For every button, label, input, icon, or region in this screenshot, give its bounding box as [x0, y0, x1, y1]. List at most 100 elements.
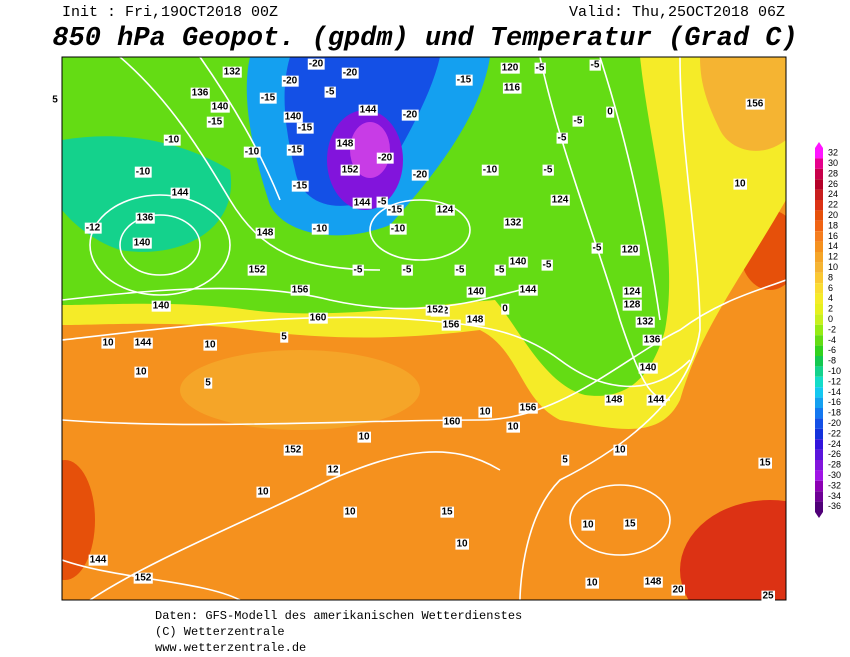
- contour-label-bg: [340, 164, 360, 176]
- contour-label: -15: [293, 181, 308, 192]
- contour-label-bg: [190, 87, 210, 99]
- contour-label: 144: [520, 285, 537, 296]
- contour-label: 152: [135, 573, 152, 584]
- contour-label: 144: [135, 338, 152, 349]
- contour-label-bg: [386, 204, 404, 216]
- colorbar-swatch: [815, 220, 823, 232]
- contour-label-bg: [425, 304, 445, 316]
- contour-label-bg: [134, 166, 152, 178]
- contour-label: 132: [505, 218, 522, 229]
- colorbar-swatch: [815, 168, 823, 180]
- colorbar-swatch: [815, 460, 823, 471]
- contour-label-bg: [440, 506, 454, 518]
- contour-label-bg: [518, 402, 538, 414]
- contour-label-bg: [604, 394, 624, 406]
- contour-label: -20: [378, 153, 393, 164]
- contour-label: 152: [285, 445, 302, 456]
- colorbar-swatch: [815, 335, 823, 346]
- contour-label: -5: [543, 260, 552, 271]
- colorbar-tip: [815, 512, 823, 518]
- contour-label-bg: [745, 98, 765, 110]
- contour-label-bg: [442, 416, 462, 428]
- contour-label-bg: [646, 394, 666, 406]
- contour-label: 140: [134, 238, 151, 249]
- contour-label-bg: [501, 303, 510, 315]
- contour-label: 5: [281, 332, 287, 343]
- contour-label: 10: [102, 338, 114, 349]
- colorbar-label: 18: [828, 220, 838, 230]
- colorbar-swatch: [815, 356, 823, 367]
- contour-label-bg: [281, 75, 299, 87]
- contour-label: 156: [443, 320, 460, 331]
- colorbar-label: -34: [828, 491, 841, 501]
- contour-label: -15: [388, 205, 403, 216]
- contour-label-bg: [389, 223, 407, 235]
- colorbar-swatch: [815, 252, 823, 263]
- contour-label: 148: [337, 139, 354, 150]
- colorbar-swatch: [815, 408, 823, 419]
- contour-label-bg: [761, 590, 775, 602]
- contour-label-bg: [352, 197, 372, 209]
- colorbar-label: -18: [828, 408, 841, 418]
- contour-label-bg: [255, 227, 275, 239]
- contour-label: 5: [52, 95, 58, 106]
- contour-label: 12: [327, 465, 339, 476]
- contour-label-bg: [454, 264, 466, 276]
- colorbar-swatch: [815, 262, 823, 273]
- contour-label-bg: [581, 519, 595, 531]
- contour-label-bg: [352, 264, 364, 276]
- contour-label-bg: [358, 104, 378, 116]
- contour-label: -15: [288, 145, 303, 156]
- colorbar-swatch: [815, 158, 823, 169]
- colorbar-swatch: [815, 210, 823, 221]
- contour-label-bg: [508, 256, 528, 268]
- footer-line: (C) Wetterzentrale: [155, 625, 285, 639]
- colorbar-swatch: [815, 501, 823, 512]
- contour-label: 10: [479, 407, 491, 418]
- contour-label: 144: [172, 188, 189, 199]
- contour-label: -10: [483, 165, 498, 176]
- contour-label-bg: [435, 204, 455, 216]
- contour-label-bg: [203, 339, 217, 351]
- contour-label: 140: [212, 102, 229, 113]
- contour-label: -5: [544, 165, 553, 176]
- contour-label-bg: [502, 82, 522, 94]
- contour-label-bg: [296, 122, 314, 134]
- colorbar-label: -4: [828, 335, 836, 345]
- contour-label: 10: [507, 422, 519, 433]
- contour-label-bg: [518, 284, 538, 296]
- contour-label-bg: [291, 180, 309, 192]
- contour-label: 152: [342, 165, 359, 176]
- contour-label-bg: [283, 111, 303, 123]
- contour-label-bg: [324, 86, 336, 98]
- contour-label-bg: [133, 337, 153, 349]
- contour-label: 5: [562, 455, 568, 466]
- contour-label: 148: [257, 228, 274, 239]
- contour-label-bg: [613, 444, 627, 456]
- contour-label-bg: [638, 362, 658, 374]
- contour-label: -5: [558, 133, 567, 144]
- contour-label: 156: [292, 285, 309, 296]
- contour-label: 156: [520, 403, 537, 414]
- colorbar-label: 28: [828, 168, 838, 178]
- contour-label: 10: [204, 340, 216, 351]
- colorbar-label: -8: [828, 356, 836, 366]
- contour-label-bg: [376, 152, 394, 164]
- contour-label: 0: [502, 304, 508, 315]
- contour-label-bg: [635, 316, 655, 328]
- colorbar-swatch: [815, 189, 823, 200]
- colorbar-swatch: [815, 241, 823, 252]
- contour-label-bg: [401, 109, 419, 121]
- contour-label-bg: [556, 132, 568, 144]
- contour-label-bg: [222, 66, 242, 78]
- contour-label: 140: [510, 257, 527, 268]
- contour-label: 0: [607, 107, 613, 118]
- contour-label-bg: [441, 319, 461, 331]
- contour-label: 152: [249, 265, 266, 276]
- colorbar-label: -10: [828, 366, 841, 376]
- contour-label: 10: [257, 487, 269, 498]
- colorbar-label: 2: [828, 304, 833, 314]
- contour-label: 140: [153, 301, 170, 312]
